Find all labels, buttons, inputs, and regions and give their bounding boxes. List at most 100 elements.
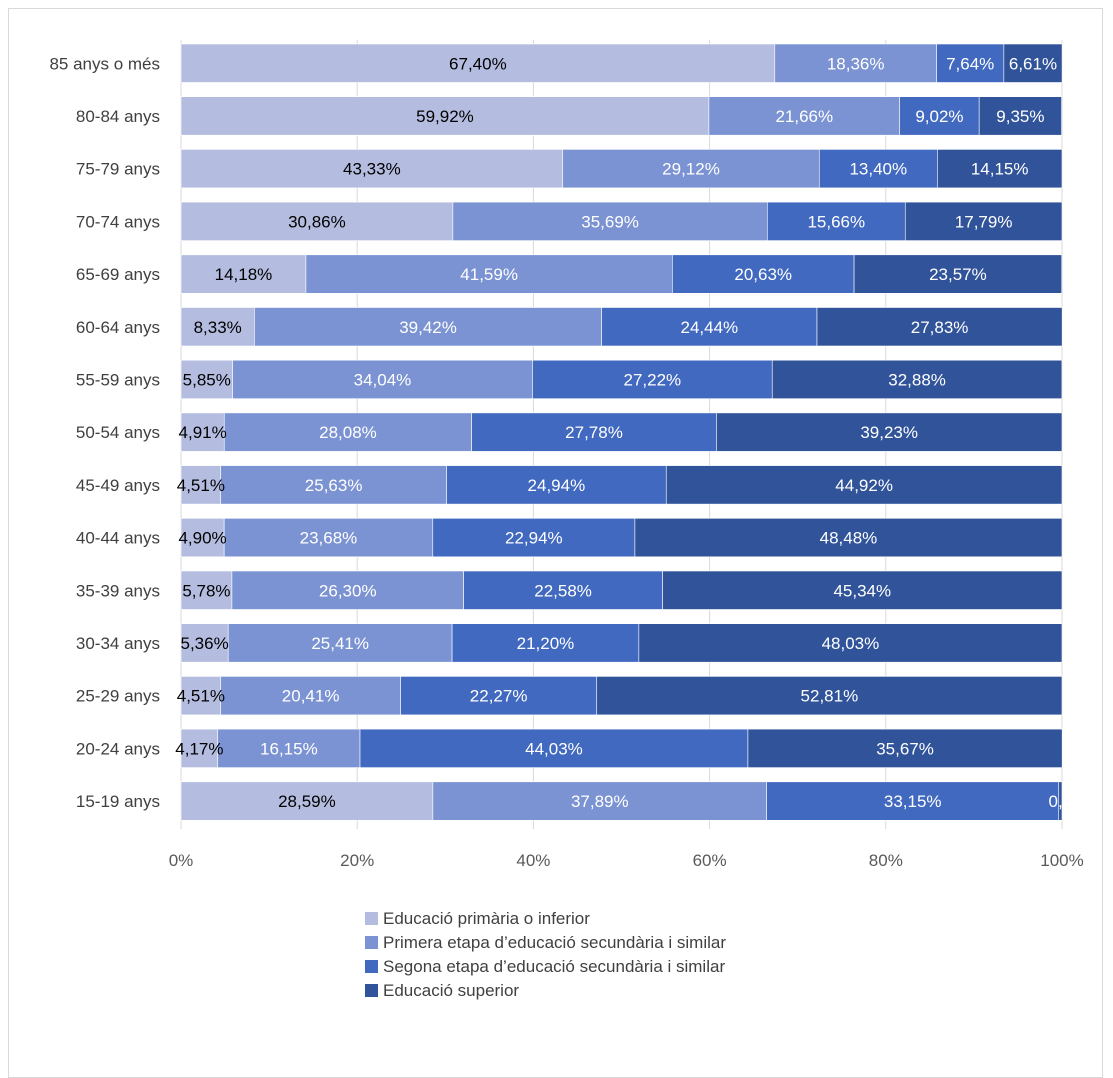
data-label: 6,61%	[1009, 54, 1057, 73]
data-label: 24,44%	[680, 318, 738, 337]
data-label: 28,08%	[319, 423, 377, 442]
data-label: 4,91%	[179, 423, 227, 442]
bar-segment	[180, 623, 229, 663]
data-label: 22,27%	[470, 687, 528, 706]
data-label: 20,41%	[282, 687, 340, 706]
data-label: 39,23%	[860, 423, 918, 442]
category-label: 75-79 anys	[76, 160, 160, 179]
bar-segment	[596, 676, 1063, 716]
bar-segment	[180, 254, 307, 294]
bar-segment	[254, 307, 602, 347]
bar-segment	[180, 201, 454, 241]
data-label: 20,63%	[734, 265, 792, 284]
data-label: 4,51%	[177, 476, 225, 495]
data-label: 0,3	[1049, 792, 1073, 811]
legend-label: Primera etapa d’educació secundària i si…	[383, 933, 726, 952]
data-label: 24,94%	[528, 476, 586, 495]
data-label: 35,67%	[876, 739, 934, 758]
data-label: 5,36%	[181, 634, 229, 653]
data-label: 13,40%	[849, 160, 907, 179]
bar-segment	[774, 43, 937, 83]
x-tick-label: 100%	[1040, 851, 1083, 870]
bar-segment	[771, 359, 1063, 400]
legend: Educació primària o inferior Primera etap…	[365, 909, 726, 1000]
data-label: 4,51%	[177, 687, 225, 706]
data-label: 27,83%	[911, 318, 969, 337]
bar-segments	[180, 43, 1063, 821]
legend-swatch	[365, 912, 378, 925]
legend-swatch	[365, 936, 378, 949]
bar-segment	[220, 676, 401, 716]
category-label: 70-74 anys	[76, 212, 160, 231]
category-label: 30-34 anys	[76, 634, 160, 653]
data-label: 67,40%	[449, 54, 507, 73]
bar-segment	[223, 412, 472, 452]
category-label: 45-49 anys	[76, 476, 160, 495]
bar-segment	[634, 517, 1063, 558]
data-label: 28,59%	[278, 792, 336, 811]
bar-segment	[904, 201, 1063, 241]
bar-segment	[818, 149, 938, 189]
bar-segment	[446, 465, 667, 505]
category-label: 55-59 anys	[76, 370, 160, 389]
data-label: 25,63%	[305, 476, 363, 495]
data-label: 33,15%	[884, 792, 942, 811]
bar-segment	[180, 676, 222, 716]
data-label: 44,92%	[835, 476, 893, 495]
bar-segment	[180, 728, 219, 768]
legend-label: Educació superior	[383, 981, 519, 1000]
legend-swatch	[365, 984, 378, 997]
data-label: 44,03%	[525, 739, 583, 758]
data-label: 4,90%	[178, 529, 226, 548]
bar-segment	[672, 254, 855, 294]
data-label: 9,02%	[915, 107, 963, 126]
data-label: 23,68%	[300, 529, 358, 548]
category-label: 60-64 anys	[76, 318, 160, 337]
bar-segment	[766, 781, 1060, 821]
bar-segment	[532, 359, 773, 400]
data-label: 48,48%	[820, 529, 878, 548]
category-label: 35-39 anys	[76, 581, 160, 600]
data-label: 27,22%	[623, 370, 681, 389]
bar-segment	[180, 570, 233, 610]
bar-segment	[180, 96, 710, 136]
bar-segment	[638, 623, 1063, 663]
bar-segment	[899, 96, 980, 136]
bar-segment	[231, 570, 464, 610]
data-label: 30,86%	[288, 212, 346, 231]
bar-segment	[180, 412, 225, 452]
data-label: 34,04%	[354, 370, 412, 389]
bar-segment	[180, 359, 233, 400]
data-label: 18,36%	[827, 54, 885, 73]
bar-segment	[978, 96, 1062, 136]
data-label: 25,41%	[311, 634, 369, 653]
data-label: 23,57%	[929, 265, 987, 284]
data-label: 5,78%	[182, 581, 230, 600]
bar-segment	[232, 359, 533, 400]
data-label: 8,33%	[194, 318, 242, 337]
legend-swatch	[365, 960, 378, 973]
data-label: 59,92%	[416, 107, 474, 126]
data-label: 16,15%	[260, 739, 318, 758]
category-axis: 85 anys o més 80-84 anys 75-79 anys 70-74 a…	[49, 54, 160, 811]
bar-segment	[1058, 781, 1063, 821]
legend-label: Educació primària o inferior	[383, 909, 590, 928]
bar-segment	[601, 307, 818, 347]
bar-segment	[747, 728, 1063, 768]
category-label: 40-44 anys	[76, 529, 160, 548]
bar-segment	[471, 412, 717, 452]
bar-segment	[937, 149, 1063, 189]
bar-segment	[180, 781, 434, 821]
data-label: 14,15%	[971, 160, 1029, 179]
bar-segment	[665, 465, 1063, 505]
data-label: 35,69%	[581, 212, 639, 231]
bar-segment	[1003, 43, 1063, 83]
data-label: 32,88%	[888, 370, 946, 389]
bar-segment	[217, 728, 361, 768]
bar-segment	[716, 412, 1063, 452]
data-labels: 67,40% 18,36% 7,64% 6,61% 59,92% 21,66% 9,02% 9…	[175, 54, 1072, 811]
data-label: 22,94%	[505, 529, 563, 548]
data-label: 21,66%	[775, 107, 833, 126]
category-label: 80-84 anys	[76, 107, 160, 126]
